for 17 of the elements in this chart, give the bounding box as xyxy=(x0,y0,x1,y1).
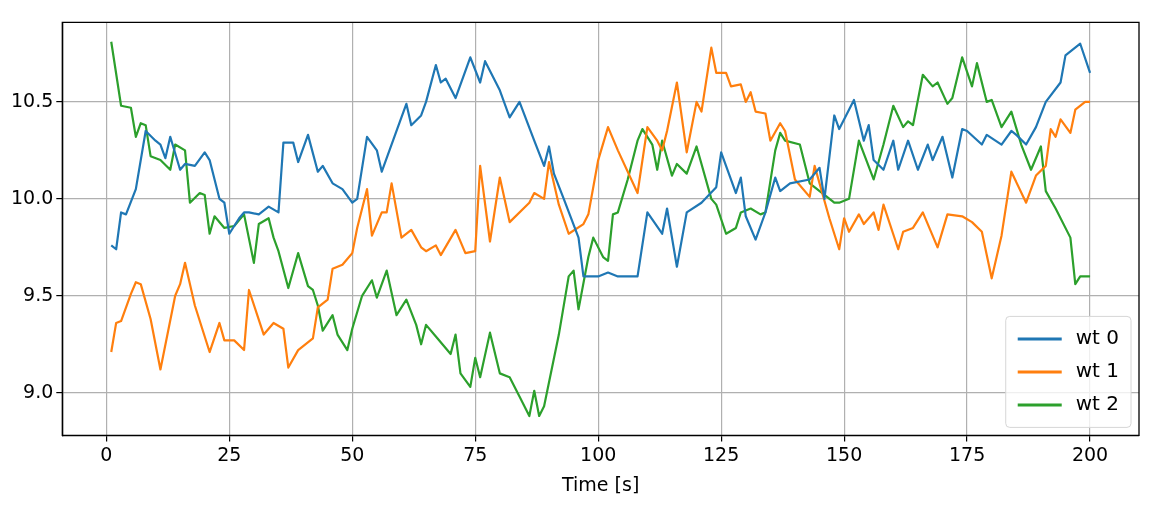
x-tick-label: 200 xyxy=(1071,442,1109,465)
y-tick-label: 10.5 xyxy=(10,88,54,111)
y-tick-label: 10.0 xyxy=(10,185,54,208)
x-tick-label: 75 xyxy=(463,442,488,465)
x-tick-label: 100 xyxy=(580,442,617,465)
x-tick-label: 175 xyxy=(948,442,986,465)
x-tick-label: 0 xyxy=(100,442,113,465)
legend-label: wt 1 xyxy=(1075,358,1119,383)
x-tick-label: 125 xyxy=(703,442,740,465)
x-axis-title: Time [s] xyxy=(561,472,640,495)
x-tick-label: 150 xyxy=(825,442,863,465)
legend-label: wt 0 xyxy=(1075,325,1119,350)
x-tick-label: 25 xyxy=(217,442,242,465)
x-tick-label: 50 xyxy=(340,442,365,465)
y-tick-label: 9.5 xyxy=(23,282,54,305)
y-tick-label: 9.0 xyxy=(23,379,54,402)
legend-label: wt 2 xyxy=(1075,391,1119,416)
